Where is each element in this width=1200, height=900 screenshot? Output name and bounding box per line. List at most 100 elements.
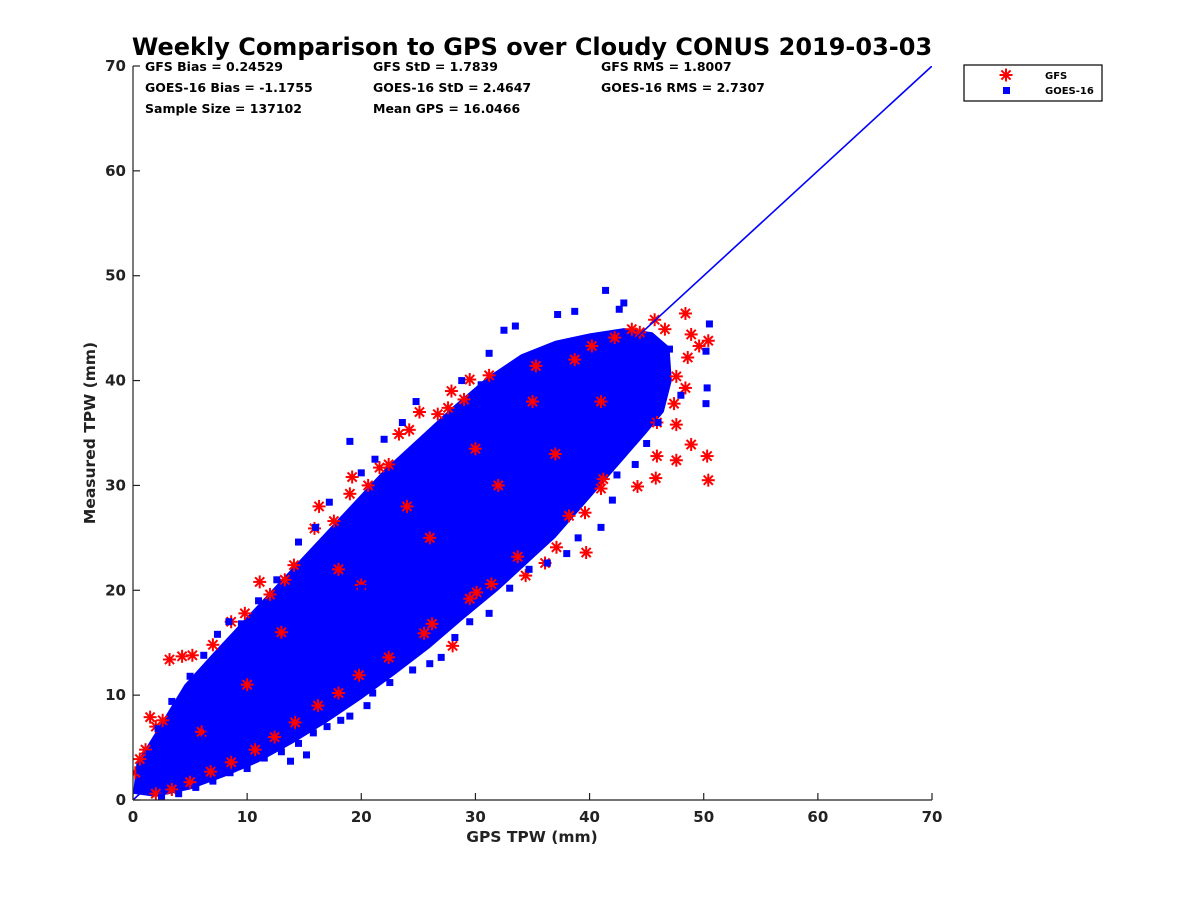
gfs-point xyxy=(343,487,357,501)
goes16-point xyxy=(145,750,153,758)
goes16-point xyxy=(702,400,710,408)
x-tick-label: 50 xyxy=(693,808,714,826)
gfs-point xyxy=(701,473,715,487)
stat-goes16-std: GOES-16 StD = 2.4647 xyxy=(373,80,531,95)
goes16-point xyxy=(458,377,466,385)
gfs-point xyxy=(278,573,292,587)
gfs-point xyxy=(382,650,396,664)
gfs-point xyxy=(649,471,663,485)
y-axis-ticks: 0 10 20 30 40 50 60 70 xyxy=(105,57,140,809)
goes16-point xyxy=(323,613,331,620)
gfs-point xyxy=(412,405,426,419)
gfs-point xyxy=(669,453,683,467)
goes16-point xyxy=(287,757,295,765)
y-tick-label: 0 xyxy=(116,791,126,809)
goes16-point xyxy=(374,568,382,576)
goes16-point xyxy=(346,712,354,720)
stat-gfs-rms: GFS RMS = 1.8007 xyxy=(601,59,732,74)
goes16-point xyxy=(602,286,610,294)
legend-gfs-label: GFS xyxy=(1045,71,1067,82)
goes16-point xyxy=(705,320,713,328)
gfs-point xyxy=(594,482,608,496)
legend-goes16-square-icon xyxy=(1003,87,1010,94)
goes16-point xyxy=(665,345,673,353)
gfs-point xyxy=(402,423,416,437)
goes16-point xyxy=(677,391,685,399)
goes16-point xyxy=(580,392,588,400)
gfs-point xyxy=(549,540,563,554)
gfs-point xyxy=(667,397,681,411)
goes16-point xyxy=(272,660,280,668)
goes16-point xyxy=(357,584,365,592)
gfs-point xyxy=(594,395,608,409)
gfs-point xyxy=(446,639,460,653)
goes16-point xyxy=(289,645,297,653)
gfs-point xyxy=(529,359,543,373)
goes16-point xyxy=(295,538,303,546)
goes16-point xyxy=(613,471,621,479)
gfs-point xyxy=(568,353,582,367)
legend-gfs-asterisk-icon xyxy=(999,68,1013,82)
gfs-point xyxy=(327,514,341,528)
gfs-point xyxy=(585,339,599,353)
goes16-point xyxy=(226,769,234,777)
gfs-point xyxy=(400,499,414,513)
goes16-point xyxy=(614,370,622,378)
goes16-point xyxy=(273,576,281,584)
goes16-point xyxy=(597,379,605,387)
x-tick-label: 0 xyxy=(128,808,138,826)
x-tick-label: 70 xyxy=(922,808,943,826)
goes16-point xyxy=(175,790,183,798)
gfs-point xyxy=(165,783,179,797)
goes16-point xyxy=(237,693,245,701)
goes16-point xyxy=(643,439,651,447)
gfs-point xyxy=(431,407,445,421)
y-tick-label: 60 xyxy=(105,162,126,180)
goes16-point xyxy=(546,419,554,427)
goes16-point xyxy=(426,660,434,668)
gfs-point xyxy=(463,373,477,387)
y-tick-label: 40 xyxy=(105,372,126,390)
x-tick-label: 10 xyxy=(237,808,258,826)
gfs-point xyxy=(175,649,189,663)
legend: GFS GOES-16 xyxy=(963,64,1103,102)
gfs-point xyxy=(491,478,505,492)
goes16-point xyxy=(631,361,639,369)
stat-gfs-std: GFS StD = 1.7839 xyxy=(373,59,498,74)
goes16-point xyxy=(648,356,656,364)
goes16-point xyxy=(312,523,320,531)
goes16-point xyxy=(295,739,303,747)
chart-title: Weekly Comparison to GPS over Cloudy CON… xyxy=(132,33,932,61)
gfs-point xyxy=(468,442,482,456)
gfs-point xyxy=(444,384,458,398)
goes16-point xyxy=(200,651,208,659)
goes16-point xyxy=(543,559,551,567)
goes16-point xyxy=(237,620,245,628)
stat-sample-size: Sample Size = 137102 xyxy=(145,101,302,116)
goes16-point xyxy=(392,553,400,561)
gfs-point xyxy=(345,470,359,484)
goes16-point xyxy=(175,749,183,757)
x-axis-label: GPS TPW (mm) xyxy=(466,828,598,846)
goes16-point xyxy=(703,384,711,392)
goes16-point xyxy=(203,723,211,731)
gfs-point xyxy=(206,638,220,652)
gfs-point xyxy=(331,686,345,700)
gfs-point xyxy=(526,395,539,409)
gfs-point xyxy=(669,418,683,432)
goes16-point xyxy=(255,675,263,683)
goes16-point xyxy=(323,723,331,731)
gfs-point xyxy=(253,575,267,589)
gfs-point xyxy=(562,509,576,523)
gfs-point xyxy=(143,710,157,724)
goes16-point xyxy=(654,419,662,427)
gfs-point xyxy=(678,306,692,320)
gfs-point xyxy=(684,327,698,341)
goes16-point xyxy=(620,299,628,307)
goes16-point xyxy=(158,767,166,775)
goes16-point xyxy=(702,347,710,355)
goes16-point xyxy=(608,496,616,504)
y-tick-label: 30 xyxy=(105,476,126,494)
goes16-point xyxy=(412,398,420,406)
